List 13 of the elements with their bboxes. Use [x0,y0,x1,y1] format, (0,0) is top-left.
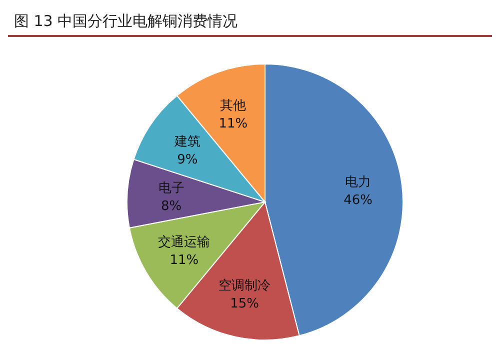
slice-label: 空调制冷 [218,278,271,294]
chart-title: 图 13 中国分行业电解铜消费情况 [8,8,492,37]
data-label: 15% [230,296,259,312]
data-label: 46% [344,193,373,208]
slice-label: 电力 [345,175,372,190]
data-label: 11% [170,252,199,268]
data-label: 9% [177,152,198,168]
data-label: 11% [218,116,248,132]
slice-label: 其他 [220,98,246,114]
data-label: 8% [161,199,182,214]
slice-label: 建筑 [173,134,200,150]
slice-label: 电子 [158,181,184,196]
slice-label: 交通运输 [158,234,210,250]
